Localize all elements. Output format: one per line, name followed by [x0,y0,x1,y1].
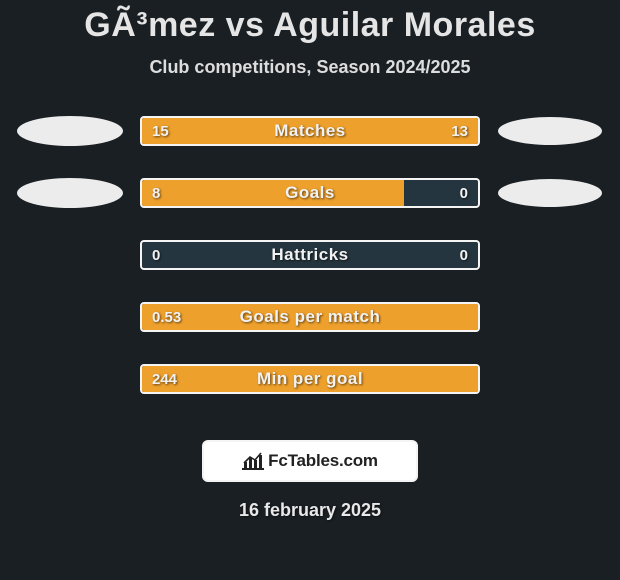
container: GÃ³mez vs Aguilar Morales Club competiti… [0,0,620,521]
player-oval-right [498,117,602,145]
stat-bar: 15Matches13 [140,116,480,146]
stat-label: Goals per match [142,304,478,330]
player-oval-right [498,179,602,207]
logo-text: FcTables.com [268,451,378,471]
row-gap [0,278,620,294]
stat-bar: 244Min per goal [140,364,480,394]
player-oval-left [17,178,123,208]
left-oval-slot [0,116,140,146]
right-oval-slot [480,117,620,145]
stat-bar: 8Goals0 [140,178,480,208]
date-text: 16 february 2025 [0,500,620,521]
stat-label: Min per goal [142,366,478,392]
stat-value-right: 0 [460,242,468,268]
stat-bar: 0Hattricks0 [140,240,480,270]
stat-row: 244Min per goal [0,356,620,402]
stat-row: 0.53Goals per match [0,294,620,340]
chart-icon [242,452,264,470]
stat-row: 0Hattricks0 [0,232,620,278]
player-oval-left [17,116,123,146]
stat-label: Hattricks [142,242,478,268]
row-gap [0,402,620,418]
left-oval-slot [0,178,140,208]
stat-bar: 0.53Goals per match [140,302,480,332]
row-gap [0,154,620,170]
stat-value-right: 13 [451,118,468,144]
stat-row: 8Goals0 [0,170,620,216]
subtitle: Club competitions, Season 2024/2025 [0,57,620,78]
row-gap [0,340,620,356]
stat-label: Matches [142,118,478,144]
stat-label: Goals [142,180,478,206]
logo-box: FcTables.com [202,440,418,482]
stat-value-right: 0 [460,180,468,206]
stat-row: 15Matches13 [0,108,620,154]
stat-rows: 15Matches138Goals00Hattricks00.53Goals p… [0,108,620,418]
page-title: GÃ³mez vs Aguilar Morales [0,6,620,45]
row-gap [0,216,620,232]
right-oval-slot [480,179,620,207]
